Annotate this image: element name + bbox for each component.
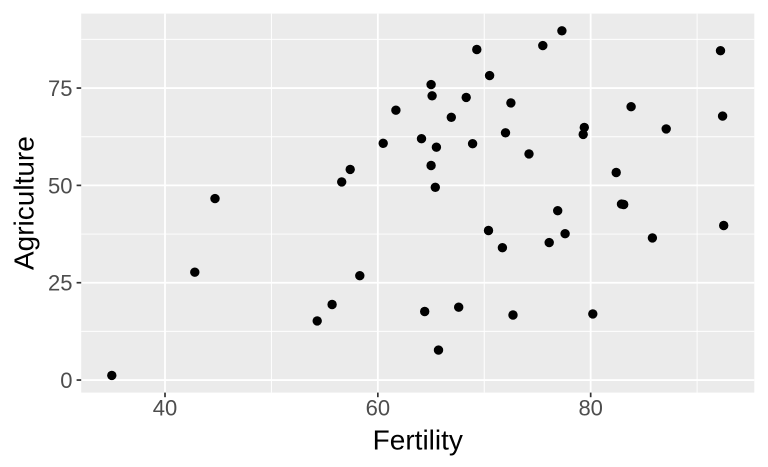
data-point [345, 164, 355, 175]
data-point [461, 92, 471, 103]
data-point [467, 139, 478, 149]
data-point [544, 237, 554, 248]
data-point [497, 243, 508, 253]
data-point [426, 79, 436, 90]
data-point [715, 46, 726, 56]
data-points [107, 26, 729, 381]
data-point [524, 149, 534, 159]
axis-ticks [76, 87, 592, 398]
data-point [378, 138, 388, 148]
data-point [446, 112, 456, 123]
y-tick-label: 75 [48, 76, 72, 101]
x-tick-label: 60 [366, 396, 390, 421]
data-point [454, 302, 464, 312]
data-point [616, 199, 627, 209]
data-point [312, 316, 322, 326]
data-point [210, 193, 220, 204]
plot-panel [81, 13, 755, 393]
data-point [190, 267, 200, 277]
data-point [426, 160, 436, 171]
data-point [647, 233, 658, 243]
data-point [337, 177, 347, 187]
y-tick-label: 25 [48, 271, 72, 296]
data-point [626, 102, 636, 112]
data-point [560, 229, 570, 239]
data-point [578, 129, 588, 140]
data-point [431, 142, 442, 152]
data-point [719, 220, 729, 231]
data-point [717, 111, 728, 121]
major-gridlines [81, 13, 755, 393]
data-point [661, 124, 671, 134]
data-point [483, 225, 494, 236]
data-point [611, 167, 621, 178]
data-point [391, 105, 401, 115]
data-point [484, 70, 495, 81]
y-axis-title: Agriculture [9, 136, 40, 270]
data-point [508, 310, 518, 320]
x-tick-label: 80 [578, 396, 602, 421]
data-point [506, 98, 516, 108]
data-point [553, 206, 563, 216]
x-tick-labels: 40 60 80 [153, 396, 603, 421]
data-point [500, 128, 511, 138]
x-axis-title: Fertility [373, 425, 463, 456]
data-point [433, 345, 444, 355]
data-point [107, 370, 117, 381]
y-tick-labels: 0 25 50 75 [48, 76, 72, 393]
data-point [327, 299, 337, 310]
data-point [557, 26, 567, 36]
data-point [420, 306, 430, 317]
data-point [579, 122, 589, 133]
data-point [430, 182, 440, 192]
x-tick-label: 40 [153, 396, 177, 421]
y-tick-label: 0 [60, 368, 72, 393]
data-point [355, 271, 365, 281]
data-point [427, 91, 437, 101]
data-point [588, 309, 598, 319]
data-point [538, 40, 548, 51]
y-tick-label: 50 [48, 173, 72, 198]
data-point [472, 44, 482, 55]
data-point [416, 134, 427, 144]
